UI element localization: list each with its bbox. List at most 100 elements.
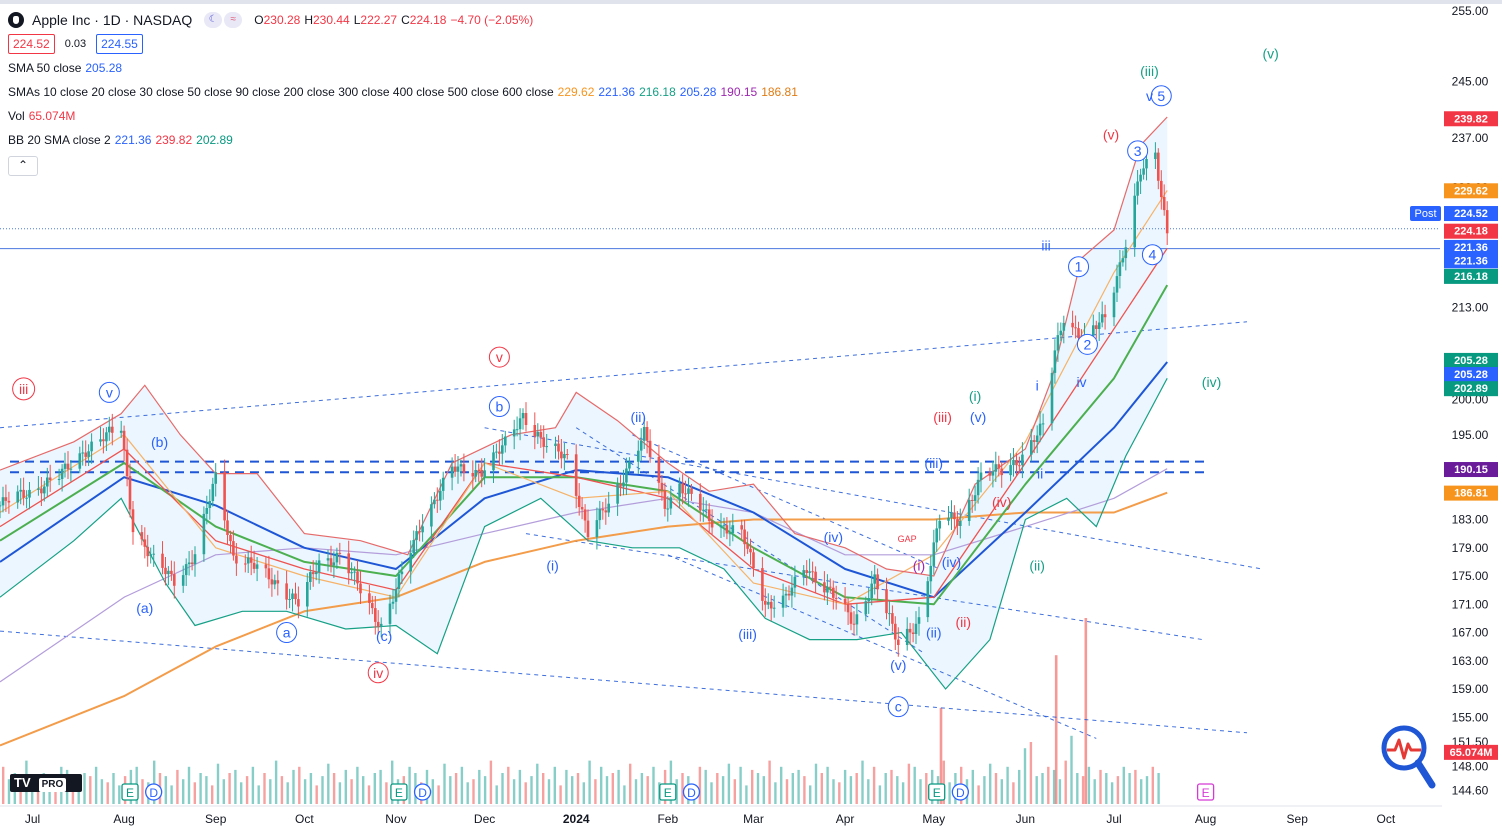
candle-body <box>1 497 5 506</box>
candle-body <box>170 570 173 575</box>
price-label-box-10[interactable] <box>1444 462 1498 478</box>
volume-bar <box>948 782 951 804</box>
wave-label-29: iv <box>1076 374 1086 390</box>
smas-row[interactable]: SMAs 10 close 20 close 30 close 50 close… <box>8 80 798 104</box>
event-marker-box-0[interactable] <box>121 783 139 801</box>
volume-bar <box>292 769 295 804</box>
sma200-line[interactable] <box>0 491 1168 747</box>
price-label-box-0[interactable] <box>1444 111 1498 127</box>
candle-body <box>397 574 401 589</box>
candle-body <box>223 472 226 521</box>
candle-body <box>391 601 395 604</box>
collapse-legend-button[interactable]: ⌃ <box>8 156 38 176</box>
price-label-box-7[interactable] <box>1444 352 1498 368</box>
volume-bar <box>1110 782 1114 804</box>
volume-bar <box>94 766 98 804</box>
volume-bar <box>489 760 493 804</box>
bb-row[interactable]: BB 20 SMA close 2 221.36 239.82 202.89 <box>8 128 798 152</box>
volume-bar <box>449 776 452 804</box>
sma50-row[interactable]: SMA 50 close 205.28 <box>8 56 798 80</box>
bb-fill <box>0 117 1168 689</box>
price-label-box-2[interactable] <box>1444 206 1498 222</box>
candle-body <box>823 582 826 593</box>
candle-body <box>619 484 622 487</box>
candle-body <box>979 472 983 480</box>
candle-body <box>994 464 998 472</box>
candle-body <box>379 623 383 627</box>
event-marker-box-3[interactable] <box>413 783 432 801</box>
candle-body <box>181 575 185 586</box>
volume-bar <box>751 769 754 804</box>
candle-body <box>1021 454 1024 466</box>
volume-bar <box>867 779 870 804</box>
candle-body <box>66 463 70 470</box>
ask-price[interactable]: 224.55 <box>96 34 143 54</box>
price-label-box-3[interactable] <box>1444 223 1498 239</box>
sma50-line[interactable] <box>0 361 1168 599</box>
symbol-row: Apple Inc · 1D · NASDAQ ☾ ≈ O230.28 H230.… <box>8 8 798 32</box>
volume-bar <box>176 769 179 804</box>
candle-body <box>294 593 297 600</box>
price-label-box-9[interactable] <box>1444 381 1498 397</box>
event-marker-box-5[interactable] <box>682 783 701 801</box>
price-label-box-1[interactable] <box>1444 183 1498 199</box>
pulse-search-icon[interactable] <box>1378 724 1436 790</box>
tradingview-logo[interactable]: TV PRO <box>10 774 82 792</box>
bb-upper-line[interactable] <box>0 116 1168 577</box>
volume-bar <box>594 779 597 804</box>
candle-body <box>970 500 974 501</box>
candle-body <box>1100 314 1104 323</box>
moon-icon[interactable]: ☾ <box>204 12 223 28</box>
volume-spike-bar <box>939 707 943 804</box>
wave-label-37: (iii) <box>1140 63 1159 79</box>
bb-lower-line[interactable] <box>0 378 1168 690</box>
price-label-box-6[interactable] <box>1444 268 1498 284</box>
candle-body <box>504 436 507 446</box>
candle-body <box>905 628 909 645</box>
price-label-box-8[interactable] <box>1444 367 1498 383</box>
candle-body <box>288 599 291 600</box>
sma90-line[interactable] <box>0 468 1168 683</box>
volume-bar <box>634 779 638 804</box>
price-label-box-12[interactable] <box>1444 744 1498 760</box>
vol-row[interactable]: Vol 65.074M <box>8 104 798 128</box>
volume-bar <box>733 779 736 804</box>
bid-price[interactable]: 224.52 <box>8 34 55 54</box>
y-tick-1: 245.00 <box>1452 75 1489 89</box>
volume-bar <box>1064 760 1067 804</box>
event-marker-box-2[interactable] <box>390 783 408 801</box>
candle-body <box>710 520 714 528</box>
price-label-7: 205.28 <box>1454 355 1488 367</box>
candle-body <box>1165 210 1169 234</box>
post-label-box[interactable] <box>1410 206 1441 222</box>
event-marker-box-1[interactable] <box>145 783 163 801</box>
volume-bar <box>913 766 916 804</box>
volume-bar <box>727 763 731 804</box>
volume-bar <box>536 763 539 804</box>
event-marker-box-6[interactable] <box>928 783 946 801</box>
candle-body <box>492 452 495 471</box>
wave-circle-34 <box>1150 85 1172 107</box>
volume-bar <box>1029 742 1033 804</box>
symbol-title[interactable]: Apple Inc · 1D · NASDAQ <box>32 12 193 28</box>
event-marker-box-4[interactable] <box>659 783 677 801</box>
price-label-box-5[interactable] <box>1444 253 1498 269</box>
candle-body <box>628 461 631 469</box>
event-marker-box-8[interactable] <box>1196 783 1215 801</box>
y-tick-11: 179.00 <box>1452 541 1489 555</box>
bid-ask-row: 224.52 0.03 224.55 <box>8 32 798 56</box>
candle-body <box>409 553 412 572</box>
price-label-box-11[interactable] <box>1444 485 1498 501</box>
approx-icon[interactable]: ≈ <box>224 12 243 28</box>
event-marker-5: D <box>687 786 696 800</box>
volume-bar <box>524 782 527 804</box>
x-tick-6: 2024 <box>563 812 590 826</box>
ohlc-values: O230.28 H230.44 L222.27 C224.18 −4.70 (−2.05… <box>254 8 537 32</box>
event-marker-box-7[interactable] <box>951 783 969 801</box>
candle-body <box>814 571 817 583</box>
price-label-box-4[interactable] <box>1444 239 1498 255</box>
vol-label: Vol <box>8 109 25 123</box>
volume-bar <box>861 760 864 804</box>
candle-body <box>477 470 480 471</box>
